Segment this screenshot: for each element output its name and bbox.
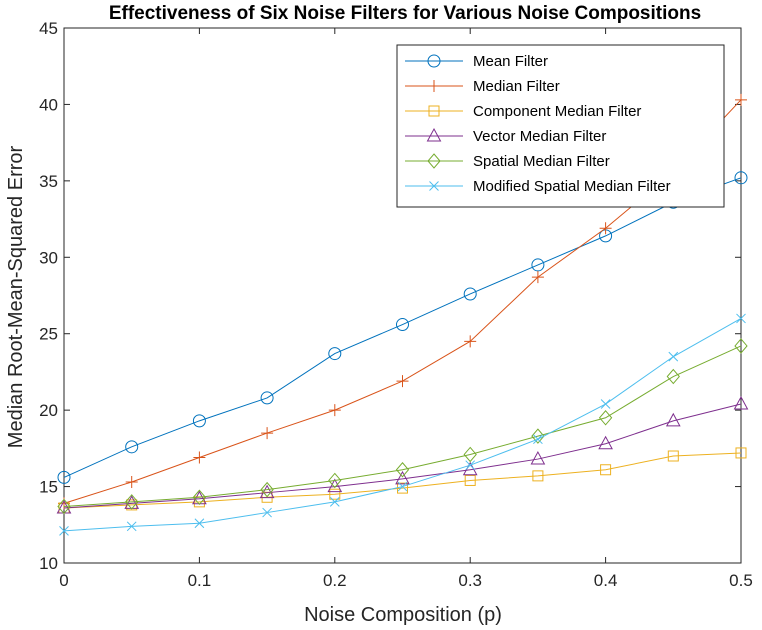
y-axis-label: Median Root-Mean-Squared Error <box>5 145 27 448</box>
legend-box <box>396 44 725 208</box>
legend-label-4: Spatial Median Filter <box>473 153 610 170</box>
series-5-point-5 <box>397 481 408 492</box>
series-4-point-6 <box>463 446 477 463</box>
legend-label-0: Mean Filter <box>473 53 548 70</box>
y-tick-label-0: 10 <box>39 554 58 573</box>
legend-label-5: Modified Spatial Median Filter <box>473 178 671 195</box>
series-line-4 <box>63 345 742 507</box>
series-2-point-6 <box>464 474 476 486</box>
legend-label-1: Median Filter <box>473 78 560 95</box>
series-3-point-10 <box>733 395 749 410</box>
series-1-point-8 <box>599 222 612 235</box>
series-line-0 <box>63 177 742 478</box>
x-tick-label-1: 0.1 <box>188 571 212 590</box>
series-5-point-6 <box>465 460 476 471</box>
series-2-point-10 <box>735 447 747 459</box>
series-5-point-1 <box>126 521 137 532</box>
legend-marker-3 <box>426 127 442 142</box>
series-4-point-9 <box>666 368 680 385</box>
series-1-point-3 <box>261 427 274 440</box>
legend-label-3: Vector Median Filter <box>473 128 606 145</box>
series-line-3 <box>63 403 742 509</box>
x-tick-label-4: 0.4 <box>594 571 618 590</box>
series-5-point-2 <box>194 518 205 529</box>
x-tick-label-5: 0.5 <box>729 571 753 590</box>
series-1 <box>58 93 747 510</box>
legend-marker-1 <box>428 80 440 92</box>
series-5 <box>59 313 746 536</box>
series-3-point-7 <box>530 451 546 465</box>
series-1-point-7 <box>531 271 544 284</box>
series-4-point-1 <box>125 494 139 510</box>
x-tick-label-2: 0.2 <box>323 571 347 590</box>
series-2-point-8 <box>600 464 612 476</box>
legend-item-3: Vector Median Filter <box>405 127 606 145</box>
legend-marker-4 <box>427 153 441 169</box>
legend-marker-2 <box>428 105 440 117</box>
series-1-point-5 <box>396 375 409 388</box>
series-2-point-7 <box>532 470 544 482</box>
series-2-point-4 <box>329 488 341 500</box>
x-tick-label-0: 0 <box>59 571 68 590</box>
series-5-point-9 <box>668 351 679 362</box>
legend-label-2: Component Median Filter <box>473 103 641 120</box>
y-tick-label-4: 30 <box>39 248 58 267</box>
series-5-point-10 <box>736 313 746 324</box>
legend-item-0: Mean Filter <box>405 53 548 70</box>
x-tick-label-3: 0.3 <box>458 571 482 590</box>
series-1-point-2 <box>193 451 206 464</box>
series-0-point-2 <box>192 414 206 428</box>
chart-title: Effectiveness of Six Noise Filters for V… <box>109 3 701 24</box>
series-0-point-3 <box>260 391 274 405</box>
series-0-point-1 <box>125 440 139 454</box>
series-1-point-1 <box>125 475 138 488</box>
legend-item-1: Median Filter <box>405 78 560 95</box>
series-4 <box>57 338 748 515</box>
x-axis-label: Noise Composition (p) <box>304 604 502 626</box>
series-4-point-3 <box>260 481 274 498</box>
series-5-point-8 <box>600 399 611 409</box>
series-3-point-8 <box>598 435 613 450</box>
legend-item-4: Spatial Median Filter <box>405 153 610 170</box>
series-line-2 <box>63 452 742 509</box>
series-0-point-10 <box>734 171 748 185</box>
series-0-point-0 <box>57 470 71 484</box>
series-0-point-6 <box>463 287 477 301</box>
y-tick-label-5: 35 <box>39 172 58 191</box>
y-tick-label-7: 45 <box>39 19 58 38</box>
series-1-point-6 <box>464 335 477 348</box>
y-tick-label-6: 40 <box>39 95 58 114</box>
series-4-point-8 <box>598 410 613 426</box>
series-2-point-9 <box>667 450 679 462</box>
series-0-point-5 <box>396 318 409 332</box>
series-5-point-4 <box>329 497 340 507</box>
series-4-point-5 <box>395 461 410 478</box>
series-1-point-10 <box>735 93 747 106</box>
series-3-point-5 <box>395 470 410 485</box>
series-0-point-7 <box>531 258 545 272</box>
series-5-point-3 <box>262 507 272 518</box>
series-4-point-4 <box>328 472 342 489</box>
legend: Mean Filter Median Filter Component Median… <box>396 44 725 208</box>
legend-item-2: Component Median Filter <box>405 103 641 120</box>
y-tick-label-2: 20 <box>39 401 58 420</box>
y-tick-label-3: 25 <box>39 325 58 344</box>
legend-marker-0 <box>427 54 441 68</box>
series-3-point-9 <box>665 412 681 427</box>
series-3-point-3 <box>259 484 275 499</box>
series-4-point-10 <box>734 338 748 354</box>
series-3-point-4 <box>327 478 343 493</box>
series-0-point-4 <box>328 347 342 361</box>
series-5-point-0 <box>59 526 69 536</box>
legend-item-5: Modified Spatial Median Filter <box>405 178 671 195</box>
series-4-point-7 <box>531 428 545 444</box>
y-tick-label-1: 15 <box>39 478 58 497</box>
series-1-point-4 <box>328 404 341 417</box>
legend-marker-5 <box>429 181 439 191</box>
series-4-point-2 <box>192 489 207 506</box>
series-4-point-0 <box>57 498 71 515</box>
series-5-point-7 <box>533 434 543 445</box>
